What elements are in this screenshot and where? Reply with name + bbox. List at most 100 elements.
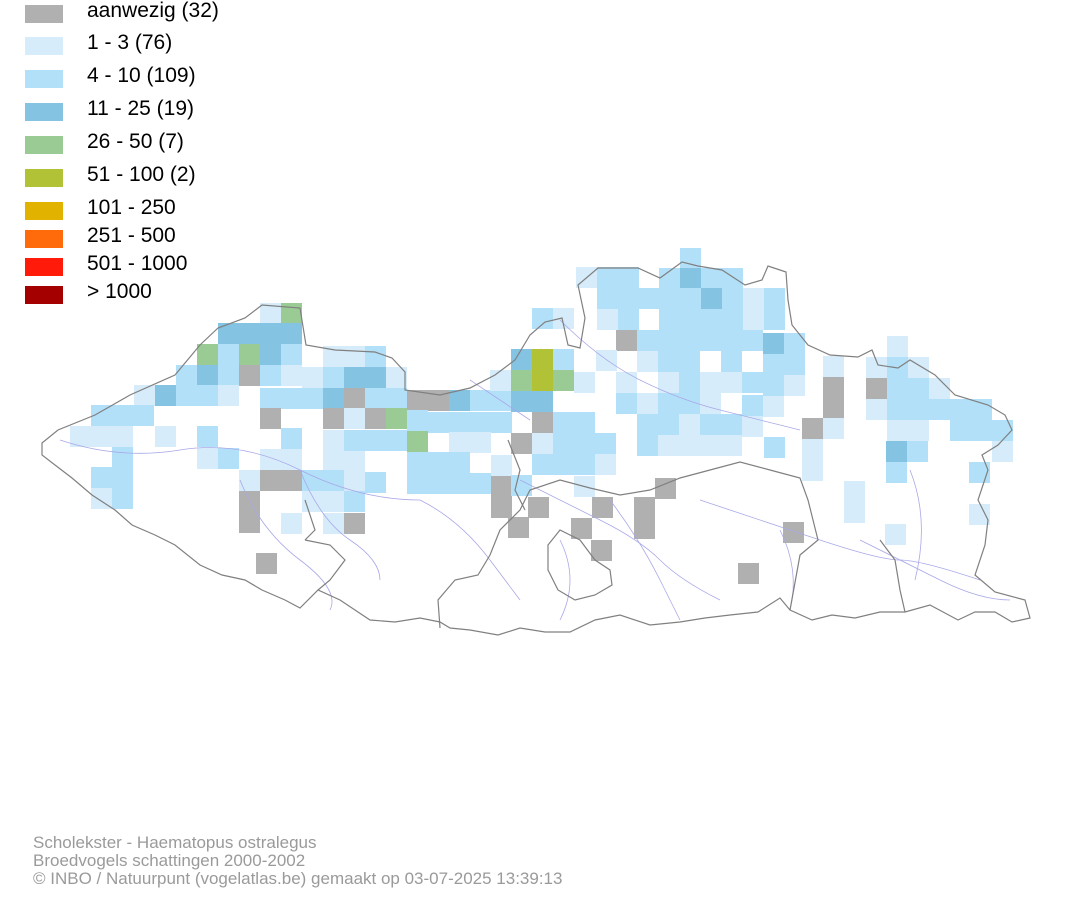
grid-cell <box>971 399 992 420</box>
grid-cell <box>155 426 176 447</box>
grid-cell <box>553 454 574 475</box>
grid-cell <box>511 349 532 370</box>
grid-cell <box>679 393 700 414</box>
grid-cell <box>281 428 302 449</box>
grid-cell <box>637 435 658 456</box>
grid-cell <box>574 433 595 454</box>
grid-cell <box>532 454 553 475</box>
grid-cell <box>658 372 679 393</box>
grid-cell <box>407 452 428 473</box>
grid-cell <box>112 467 133 488</box>
grid-cell <box>490 370 511 391</box>
grid-cell <box>844 502 865 523</box>
grid-cell <box>659 288 680 309</box>
grid-cell <box>553 412 574 433</box>
grid-cell <box>386 430 407 451</box>
grid-cell <box>218 385 239 406</box>
grid-cell <box>907 441 928 462</box>
grid-cell <box>571 518 592 539</box>
grid-cell <box>491 390 512 411</box>
grid-cell <box>197 385 218 406</box>
grid-cell <box>91 488 112 509</box>
credit-text: © INBO / Natuurpunt (vogelatlas.be) gema… <box>33 869 563 888</box>
grid-cell <box>763 354 784 375</box>
grid-cell <box>659 268 680 289</box>
grid-cell <box>742 395 763 416</box>
grid-cell <box>197 448 218 469</box>
legend-item: 4 - 10 (109) <box>25 64 425 98</box>
grid-cell <box>260 449 281 470</box>
grid-cell <box>658 414 679 435</box>
grid-cell <box>618 267 639 288</box>
grid-cell <box>721 414 742 435</box>
grid-cell <box>344 346 365 367</box>
grid-cell <box>511 475 532 496</box>
grid-cell <box>218 344 239 365</box>
grid-cell <box>112 447 133 468</box>
grid-cell <box>574 454 595 475</box>
legend-swatch <box>25 70 63 88</box>
legend-item: 11 - 25 (19) <box>25 97 425 131</box>
grid-cell <box>281 513 302 534</box>
grid-cell <box>428 473 449 494</box>
legend-swatch <box>25 230 63 248</box>
grid-cell <box>344 388 365 409</box>
grid-cell <box>260 470 281 491</box>
grid-cell <box>511 391 532 412</box>
grid-cell <box>323 451 344 472</box>
grid-cell <box>281 323 302 344</box>
grid-cell <box>616 372 637 393</box>
legend-label: 51 - 100 (2) <box>87 163 196 186</box>
grid-cell <box>743 309 764 330</box>
legend-swatch <box>25 286 63 304</box>
grid-cell <box>592 497 613 518</box>
legend-label: 251 - 500 <box>87 224 176 247</box>
legend-label: 1 - 3 (76) <box>87 31 173 54</box>
grid-cell <box>344 491 365 512</box>
grid-cell <box>887 399 908 420</box>
grid-cell <box>866 378 887 399</box>
grid-cell <box>784 354 805 375</box>
grid-cell <box>659 309 680 330</box>
grid-cell <box>532 433 553 454</box>
grid-cell <box>449 473 470 494</box>
grid-cell <box>887 336 908 357</box>
grid-cell <box>597 288 618 309</box>
grid-cell <box>449 452 470 473</box>
grid-cell <box>700 330 721 351</box>
grid-cell <box>176 365 197 386</box>
grid-cell <box>365 367 386 388</box>
grid-cell <box>386 367 407 388</box>
grid-cell <box>323 470 344 491</box>
grid-cell <box>784 333 805 354</box>
grid-cell <box>239 512 260 533</box>
grid-cell <box>637 393 658 414</box>
grid-cell <box>197 365 218 386</box>
map-footer: Scholekster - Haematopus ostralegus Broe… <box>33 834 562 888</box>
grid-cell <box>407 390 428 411</box>
grid-cell <box>866 399 887 420</box>
grid-cell <box>323 388 344 409</box>
grid-cell <box>344 408 365 429</box>
grid-cell <box>969 504 990 525</box>
grid-cell <box>637 414 658 435</box>
legend-swatch <box>25 37 63 55</box>
grid-cell <box>679 435 700 456</box>
legend-swatch <box>25 136 63 154</box>
grid-cell <box>823 356 844 377</box>
grid-cell <box>428 390 449 411</box>
grid-cell <box>470 390 491 411</box>
grid-cell <box>239 365 260 386</box>
grid-cell <box>532 370 553 391</box>
legend-item: 501 - 1000 <box>25 252 425 286</box>
grid-cell <box>508 517 529 538</box>
grid-cell <box>802 418 823 439</box>
legend-label: 11 - 25 (19) <box>87 97 194 120</box>
legend-label: aanwezig (32) <box>87 0 219 22</box>
grid-cell <box>386 388 407 409</box>
grid-cell <box>886 441 907 462</box>
legend-item: 101 - 250 <box>25 196 425 230</box>
grid-cell <box>618 288 639 309</box>
grid-cell <box>658 435 679 456</box>
grid-cell <box>596 350 617 371</box>
